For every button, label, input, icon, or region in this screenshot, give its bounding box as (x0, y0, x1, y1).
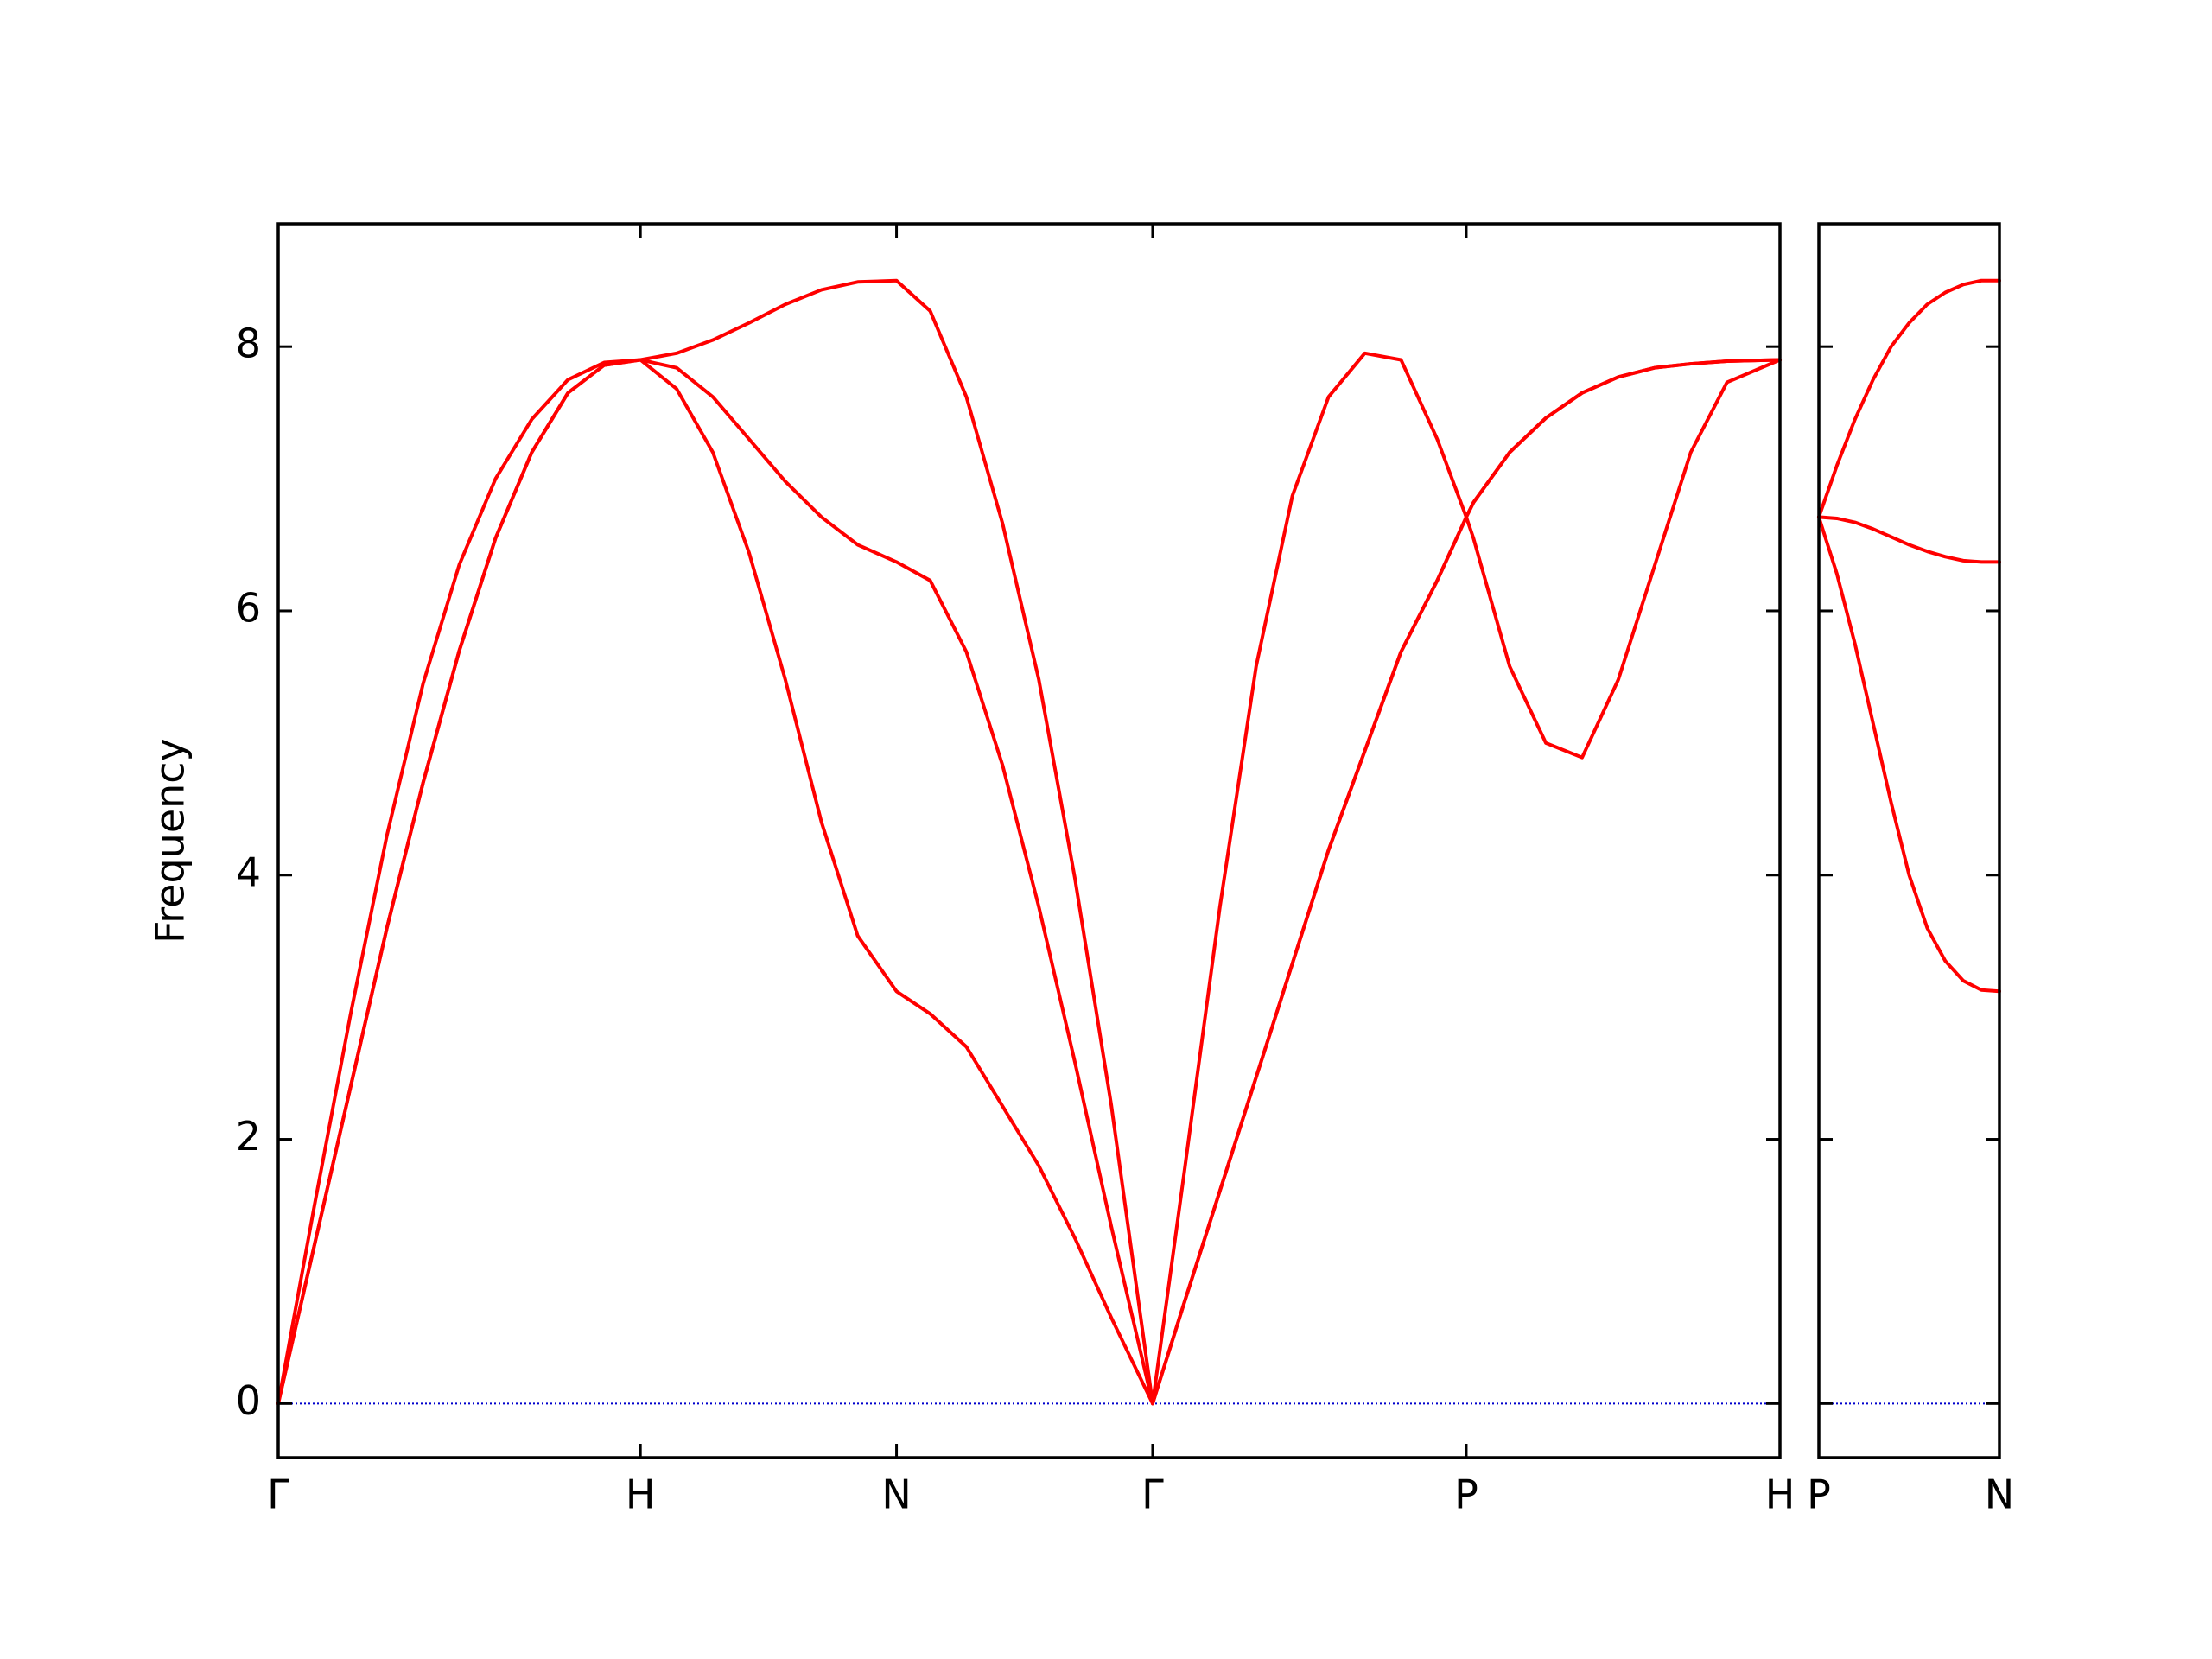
band-line (276, 278, 1782, 1406)
x-tick-label: H (626, 1471, 656, 1518)
x-tick-label: P (1454, 1471, 1478, 1518)
plot-frame (276, 222, 1782, 1459)
band-line (276, 358, 1782, 1406)
band-line (1817, 278, 2001, 519)
x-tick-label: H (1765, 1471, 1796, 1518)
x-tick-label: Γ (1141, 1471, 1164, 1518)
band-line (1817, 515, 2001, 564)
y-axis-label: Frequency (147, 738, 194, 944)
y-tick-label: 8 (236, 321, 261, 367)
y-tick-label: 6 (236, 584, 261, 631)
band-line (1817, 515, 2001, 994)
y-tick-label: 4 (236, 849, 261, 895)
y-tick-label: 0 (236, 1377, 261, 1424)
plot-frame (1817, 222, 2001, 1459)
x-tick-label: N (1985, 1471, 2014, 1518)
x-tick-label: N (881, 1471, 911, 1518)
x-tick-label: P (1807, 1471, 1831, 1518)
x-tick-label: Γ (267, 1471, 289, 1518)
y-tick-label: 2 (236, 1113, 261, 1160)
